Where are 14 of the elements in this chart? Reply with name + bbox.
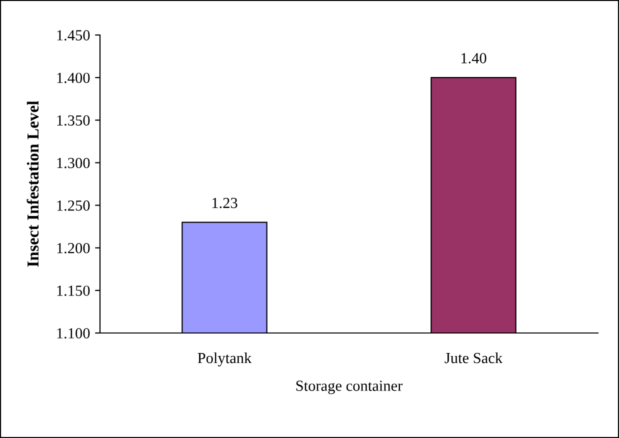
y-tick-label: 1.350	[57, 115, 90, 126]
y-tick-label: 1.250	[57, 200, 90, 211]
data-label: 1.23	[212, 198, 238, 208]
y-tick-label: 1.450	[57, 30, 90, 41]
data-label: 1.40	[461, 53, 486, 64]
x-axis-title: Storage container	[296, 380, 403, 394]
y-tick-label: 1.100	[57, 328, 90, 339]
y-axis-title: Insect Infestation Level	[26, 100, 39, 267]
x-tick-label: Polytank	[198, 352, 252, 366]
y-tick-label: 1.300	[57, 158, 90, 168]
y-tick-label: 1.150	[57, 286, 90, 296]
y-tick-label: 1.200	[57, 243, 90, 254]
x-tick-label: Jute Sack	[444, 352, 503, 364]
y-tick-label: 1.400	[57, 72, 90, 84]
